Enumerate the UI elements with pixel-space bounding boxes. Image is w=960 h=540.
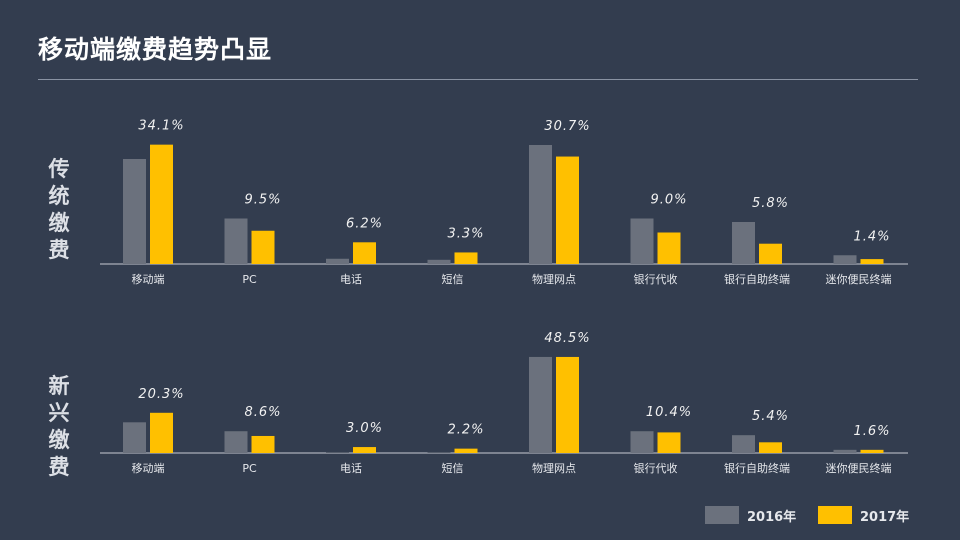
bar-2017 [657, 232, 681, 264]
bar-2017 [353, 447, 376, 453]
data-label: 1.4% [853, 229, 890, 244]
group-label-text: 传统缴费 [48, 157, 70, 262]
category-tick-label: 银行代收 [634, 461, 678, 475]
category-tick-label: 短信 [442, 272, 464, 286]
group-label-emerging: 新兴缴费 [46, 373, 72, 481]
group-label-text: 新兴缴费 [48, 374, 70, 479]
data-label: 30.7% [544, 119, 590, 134]
category-tick-label: 银行自助终端 [724, 461, 790, 475]
bar-2016 [326, 258, 349, 264]
bar-2017 [657, 432, 681, 453]
bar-2016 [427, 259, 451, 264]
data-label: 5.8% [752, 196, 789, 211]
legend-label-2016: 2016年 [747, 509, 797, 525]
bar-2016 [224, 431, 248, 453]
category-tick-label: 移动端 [132, 462, 165, 475]
bar-2016 [123, 422, 146, 453]
bar-2017 [353, 242, 376, 264]
bar-2017 [556, 356, 579, 453]
bar-2016 [833, 449, 857, 453]
data-label: 1.6% [853, 424, 890, 439]
bar-2016 [732, 222, 755, 264]
bar-2016 [224, 218, 248, 264]
bar-2016 [123, 159, 146, 264]
group-label-traditional: 传统缴费 [46, 156, 72, 264]
data-label: 8.6% [244, 405, 281, 420]
bar-2016 [529, 356, 552, 453]
bar-2017 [759, 243, 782, 264]
data-label: 48.5% [544, 331, 590, 346]
category-tick-label: 迷你便民终端 [826, 461, 892, 475]
bar-2017 [454, 448, 478, 453]
category-tick-label: 迷你便民终端 [826, 272, 892, 286]
bar-2017 [556, 156, 579, 264]
page-title: 移动端缴费趋势凸显 [38, 35, 273, 64]
category-tick-label: 银行自助终端 [724, 272, 790, 286]
category-tick-label: PC [242, 273, 257, 286]
data-label: 34.1% [138, 119, 184, 134]
bar-2017 [251, 230, 275, 264]
data-label: 20.3% [138, 387, 184, 402]
data-label: 9.0% [650, 193, 687, 208]
category-tick-label: 移动端 [132, 273, 165, 286]
bar-2016 [529, 145, 552, 264]
data-label: 9.5% [244, 193, 281, 208]
legend-label-2017: 2017年 [860, 509, 910, 525]
category-tick-label: 银行代收 [634, 272, 678, 286]
bar-2016 [326, 452, 349, 453]
legend-swatch-2016 [705, 506, 739, 524]
bar-2016 [833, 255, 857, 264]
bar-2017 [454, 252, 478, 264]
bar-2017 [150, 412, 173, 453]
category-tick-label: 电话 [340, 462, 362, 475]
bar-2017 [759, 442, 782, 453]
data-label: 3.0% [346, 421, 383, 436]
data-label: 3.3% [447, 226, 484, 241]
legend-item-2016: 2016年 [705, 506, 797, 525]
bar-2016 [630, 218, 654, 264]
category-tick-label: 短信 [442, 461, 464, 475]
bar-2016 [427, 452, 451, 453]
category-tick-label: PC [242, 462, 257, 475]
category-tick-label: 电话 [340, 273, 362, 286]
data-label: 6.2% [346, 216, 383, 231]
category-tick-label: 物理网点 [532, 272, 576, 286]
bar-2016 [732, 435, 755, 453]
bar-2016 [630, 431, 654, 453]
data-label: 5.4% [752, 409, 789, 424]
title-divider [38, 79, 918, 80]
data-label: 2.2% [447, 423, 484, 438]
legend-item-2017: 2017年 [818, 506, 910, 525]
bar-2017 [251, 435, 275, 453]
legend-swatch-2017 [818, 506, 852, 524]
bar-2017 [860, 449, 884, 453]
data-label: 10.4% [646, 405, 692, 420]
bar-2017 [860, 259, 884, 264]
category-tick-label: 物理网点 [532, 461, 576, 475]
bar-2017 [150, 144, 173, 264]
